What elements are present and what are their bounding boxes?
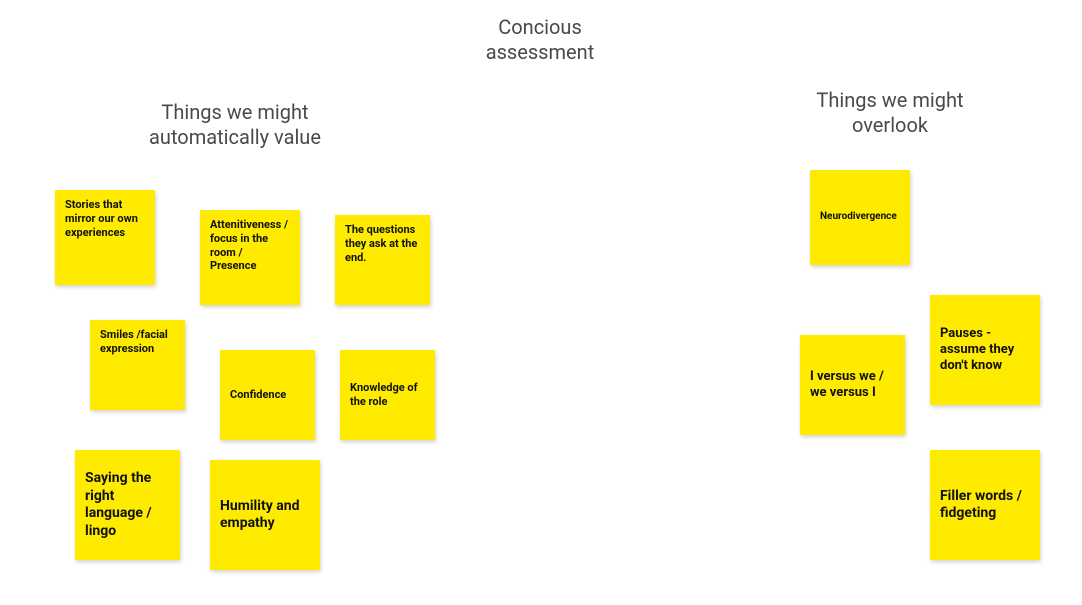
sticky-note-neuro[interactable]: Neurodivergence	[810, 170, 910, 265]
sticky-note-text: Smiles /facial expression	[100, 328, 175, 356]
sticky-note-knowledge[interactable]: Knowledge of the role	[340, 350, 435, 440]
sticky-note-text: The questions they ask at the end.	[345, 223, 420, 264]
sticky-note-text: Neurodivergence	[820, 211, 897, 224]
sticky-note-questions[interactable]: The questions they ask at the end.	[335, 215, 430, 305]
sticky-note-text: Filler words / fidgeting	[940, 488, 1030, 523]
sticky-note-iwe[interactable]: I versus we / we versus I	[800, 335, 905, 435]
sticky-note-filler[interactable]: Filler words / fidgeting	[930, 450, 1040, 560]
left-section-title: Things we might automatically value	[105, 100, 365, 150]
sticky-note-confidence[interactable]: Confidence	[220, 350, 315, 440]
sticky-note-text: Knowledge of the role	[350, 381, 425, 409]
sticky-note-text: Humility and empathy	[220, 498, 310, 533]
sticky-note-humility[interactable]: Humility and empathy	[210, 460, 320, 570]
sticky-note-text: Attenitiveness / focus in the room / Pre…	[210, 218, 290, 273]
sticky-note-attentiveness[interactable]: Attenitiveness / focus in the room / Pre…	[200, 210, 300, 305]
right-section-title: Things we might overlook	[780, 88, 1000, 138]
sticky-note-pauses[interactable]: Pauses - assume they don't know	[930, 295, 1040, 405]
sticky-note-text: Confidence	[230, 388, 286, 402]
sticky-note-smiles[interactable]: Smiles /facial expression	[90, 320, 185, 410]
sticky-note-lingo[interactable]: Saying the right language / lingo	[75, 450, 180, 560]
sticky-note-text: Pauses - assume they don't know	[940, 326, 1030, 375]
sticky-note-text: Stories that mirror our own experiences	[65, 198, 145, 239]
main-title: Concious assessment	[440, 15, 640, 65]
sticky-note-text: I versus we / we versus I	[810, 369, 895, 402]
sticky-note-text: Saying the right language / lingo	[85, 470, 170, 540]
sticky-note-stories[interactable]: Stories that mirror our own experiences	[55, 190, 155, 285]
